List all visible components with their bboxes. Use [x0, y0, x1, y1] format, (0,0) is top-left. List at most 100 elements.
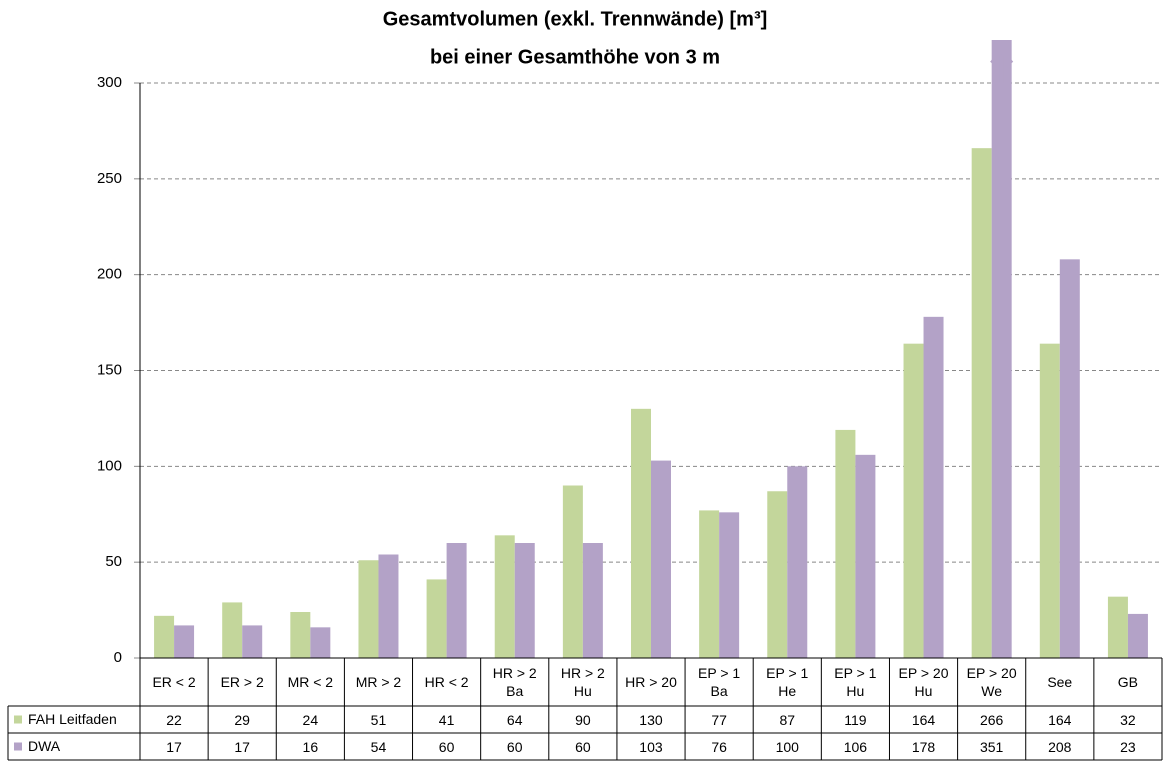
table-value-box: 51 — [370, 711, 387, 728]
table-value: 17 — [166, 738, 182, 755]
table-value-box: 60 — [575, 738, 591, 755]
table-value-box: 22 — [166, 711, 182, 728]
table-value: 164 — [911, 711, 936, 728]
chart-title: bei einer Gesamthöhe von 3 m — [430, 46, 720, 68]
bar — [174, 625, 195, 658]
table-value: 119 — [844, 711, 867, 728]
y-tick-label: 250 — [97, 170, 122, 187]
table-value: 76 — [711, 738, 727, 755]
x-tick-label-box: EP > 1 Hu — [834, 665, 876, 699]
bar — [631, 408, 651, 658]
table-value: 60 — [506, 738, 523, 755]
table-value-box: 106 — [843, 738, 868, 755]
x-tick-label-box: EP > 20 Hu — [899, 665, 949, 699]
bar — [290, 612, 311, 658]
table-value-box: 16 — [302, 738, 319, 755]
x-tick-label-box: EP > 1 Ba — [698, 665, 741, 699]
x-tick-label-box: GB — [1117, 674, 1139, 690]
bar — [242, 625, 263, 658]
table-value: 164 — [1048, 711, 1072, 728]
bar — [446, 543, 467, 658]
x-tick-label-box: EP > 20 We — [966, 665, 1017, 699]
table-value-box: 130 — [639, 712, 662, 728]
y-tick-label: 200 — [97, 266, 122, 283]
table-value: 60 — [438, 738, 455, 755]
x-tick-label: EP > 1 Ba — [698, 665, 741, 699]
table-value: 16 — [302, 738, 319, 755]
table-value-box: 24 — [302, 711, 319, 728]
legend-swatch — [14, 742, 22, 751]
bar — [154, 615, 175, 658]
table-value: 32 — [1120, 711, 1136, 728]
table-value-box: 119 — [844, 711, 867, 728]
table-value-box: 87 — [779, 712, 795, 728]
bar — [855, 454, 876, 658]
table-value: 24 — [302, 711, 319, 728]
table-value: 208 — [1048, 738, 1072, 755]
x-tick-label: HR > 2 Hu — [560, 665, 605, 699]
bar — [378, 554, 399, 658]
table-value: 77 — [711, 711, 727, 728]
table-value: 60 — [575, 738, 591, 755]
table-value-box: 32 — [1120, 711, 1136, 728]
chart-title: Gesamtvolumen (exkl. Trennwände) [m³] — [383, 8, 768, 30]
x-tick-label: ER > 2 — [220, 674, 264, 690]
bar — [651, 460, 671, 658]
x-tick-label: ER < 2 — [152, 674, 196, 690]
bar — [971, 148, 992, 658]
bar — [991, 40, 1012, 658]
x-tick-label-box: HR < 2 — [425, 674, 469, 690]
bar — [1107, 596, 1128, 658]
bar — [903, 343, 924, 658]
table-value-box: 77 — [711, 711, 727, 728]
x-tick-label-box: HR > 20 — [625, 674, 677, 690]
plot-area — [154, 40, 1148, 658]
x-tick-label: EP > 20 We — [966, 665, 1017, 699]
table-value-box: 17 — [166, 738, 182, 755]
legend-swatch — [14, 715, 22, 724]
y-tick-label: 0 — [114, 649, 122, 666]
table-value: 100 — [775, 738, 799, 755]
bar — [1039, 343, 1060, 658]
y-tick-label: 100 — [97, 457, 122, 474]
x-tick-label-box: EP > 1 He — [766, 665, 809, 699]
x-tick-label-box: See — [1047, 674, 1072, 690]
table-value-box: 41 — [438, 711, 455, 728]
bar — [514, 543, 535, 658]
table-value-box: 23 — [1120, 739, 1136, 755]
overflow-arrowhead — [990, 47, 1014, 65]
table-value-box: 164 — [911, 711, 936, 728]
table-value-box: 29 — [234, 711, 250, 728]
bar — [767, 491, 788, 658]
table-value: 64 — [506, 711, 523, 728]
table-value: 29 — [234, 711, 250, 728]
bar — [562, 485, 583, 658]
x-tick-label-box: HR > 2 Ba — [492, 665, 537, 699]
y-tick-label: 300 — [97, 74, 122, 91]
y-tick-label: 50 — [105, 553, 122, 570]
table-value: 106 — [843, 738, 868, 755]
table-value: 90 — [575, 711, 591, 728]
bar — [719, 512, 740, 658]
x-tick-label-box: MR < 2 — [288, 674, 334, 690]
table-value-box: 54 — [371, 739, 387, 755]
table-value-box: 17 — [234, 739, 250, 755]
x-tick-label-box: HR > 2 Hu — [560, 665, 605, 699]
table-value: 266 — [979, 711, 1004, 728]
table-value: 41 — [438, 711, 455, 728]
table-value-box: 266 — [979, 711, 1004, 728]
bar — [835, 429, 856, 658]
table-value-box: 164 — [1048, 711, 1072, 728]
x-tick-label: GB — [1117, 674, 1139, 690]
y-tick-label: 150 — [97, 361, 122, 378]
table-value: 22 — [166, 711, 182, 728]
x-tick-label: EP > 1 He — [766, 665, 809, 699]
bar — [358, 560, 379, 658]
bar — [1127, 613, 1148, 658]
table-value: 178 — [911, 738, 936, 755]
x-tick-label: HR > 20 — [625, 674, 677, 690]
table-value: 51 — [370, 711, 387, 728]
table-value-box: 351 — [980, 739, 1003, 755]
x-tick-label: HR > 2 Ba — [492, 665, 537, 699]
